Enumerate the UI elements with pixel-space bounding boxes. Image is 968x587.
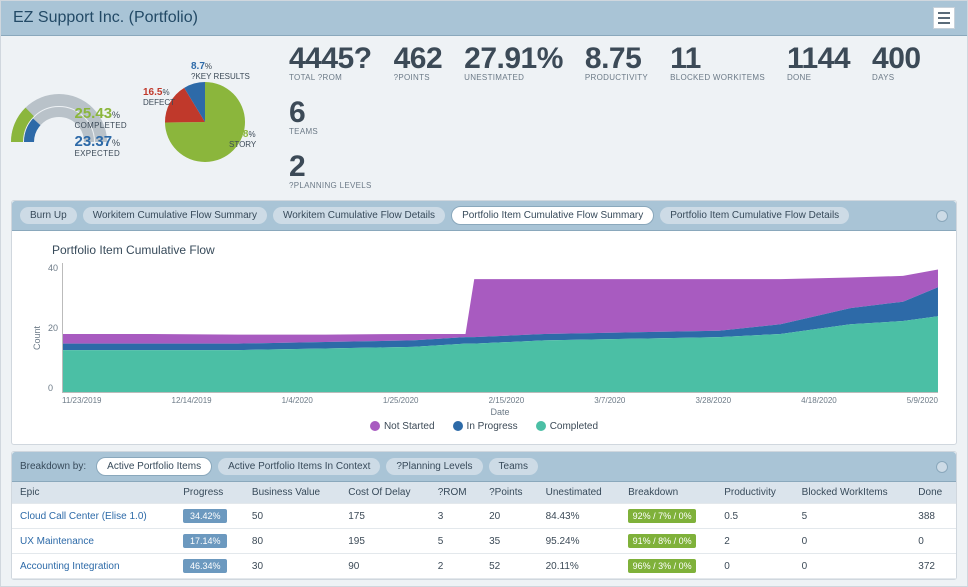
table-header[interactable]: ?ROM bbox=[430, 482, 481, 504]
kpi-unestimated: 27.91%UNESTIMATED bbox=[464, 44, 563, 82]
chart-tabbar: Burn Up Workitem Cumulative Flow Summary W… bbox=[12, 201, 956, 231]
table-tab[interactable]: Active Portfolio Items In Context bbox=[218, 458, 380, 475]
gauge-expected-label: EXPECTED bbox=[75, 150, 128, 158]
chart-xaxis: 11/23/201912/14/20191/4/20201/25/20202/1… bbox=[62, 393, 938, 405]
table-row[interactable]: Cloud Call Center (Elise 1.0)34.42%50175… bbox=[12, 504, 956, 529]
kpi-blocked-workitems: 11BLOCKED WORKITEMS bbox=[670, 44, 765, 82]
breakdown-table: EpicProgressBusiness ValueCost Of Delay?… bbox=[12, 482, 956, 579]
chart-yaxis: 40200 bbox=[44, 263, 62, 393]
kpi-done: 1144DONE bbox=[787, 44, 850, 82]
table-header[interactable]: Epic bbox=[12, 482, 175, 504]
kpi-row: 25.43% COMPLETED 23.37% EXPECTED 74.8%ST… bbox=[1, 36, 967, 194]
kpi-teams: 6TEAMS bbox=[289, 98, 318, 136]
table-header[interactable]: Blocked WorkItems bbox=[794, 482, 911, 504]
chart-tab[interactable]: Portfolio Item Cumulative Flow Details bbox=[660, 207, 849, 224]
chart-plot bbox=[62, 263, 938, 393]
chart-title: Portfolio Item Cumulative Flow bbox=[30, 239, 938, 263]
kpi-grid: 4445?TOTAL ?ROM 462?POINTS 27.91%UNESTIMAT… bbox=[289, 44, 957, 190]
table-tabbar: Breakdown by: Active Portfolio Items Acti… bbox=[12, 452, 956, 482]
pie-slice-label: 74.8%STORY bbox=[229, 130, 256, 150]
gauge-completed-label: COMPLETED bbox=[75, 122, 128, 130]
kpi--planning-levels: 2?PLANNING LEVELS bbox=[289, 152, 957, 190]
table-header[interactable]: Unestimated bbox=[538, 482, 621, 504]
kpi--points: 462?POINTS bbox=[394, 44, 443, 82]
table-tab[interactable]: ?Planning Levels bbox=[386, 458, 482, 475]
gauge-completed-pct: 25.43 bbox=[75, 105, 113, 122]
kpi-total-rom: 4445?TOTAL ?ROM bbox=[289, 44, 372, 82]
table-header[interactable]: Productivity bbox=[716, 482, 793, 504]
chart-tab[interactable]: Workitem Cumulative Flow Details bbox=[273, 207, 445, 224]
menu-icon[interactable] bbox=[933, 7, 955, 29]
header-bar: EZ Support Inc. (Portfolio) bbox=[1, 1, 967, 36]
panel-collapse-icon[interactable] bbox=[936, 461, 948, 473]
gauge-expected-pct: 23.37 bbox=[75, 133, 113, 150]
table-row[interactable]: UX Maintenance17.14%8019553595.24%91% / … bbox=[12, 529, 956, 554]
pie-slice-label: 8.7%?KEY RESULTS bbox=[191, 62, 250, 82]
worktype-pie: 74.8%STORY 16.5%DEFECT 8.7%?KEY RESULTS bbox=[145, 62, 275, 172]
table-header[interactable]: Done bbox=[910, 482, 956, 504]
table-row[interactable]: Accounting Integration46.34%309025220.11… bbox=[12, 554, 956, 579]
breakdown-label: Breakdown by: bbox=[20, 461, 90, 472]
page-title: EZ Support Inc. (Portfolio) bbox=[13, 9, 198, 27]
legend-item: In Progress bbox=[453, 421, 518, 432]
legend-item: Completed bbox=[536, 421, 598, 432]
table-header[interactable]: Cost Of Delay bbox=[340, 482, 430, 504]
legend-item: Not Started bbox=[370, 421, 435, 432]
panel-collapse-icon[interactable] bbox=[936, 210, 948, 222]
table-tab[interactable]: Active Portfolio Items bbox=[96, 457, 212, 476]
progress-gauge: 25.43% COMPLETED 23.37% EXPECTED bbox=[11, 72, 131, 162]
table-header[interactable]: Progress bbox=[175, 482, 244, 504]
chart-tab[interactable]: Portfolio Item Cumulative Flow Summary bbox=[451, 206, 654, 225]
chart-tab[interactable]: Burn Up bbox=[20, 207, 77, 224]
table-header[interactable]: Business Value bbox=[244, 482, 340, 504]
table-panel: Breakdown by: Active Portfolio Items Acti… bbox=[11, 451, 957, 580]
chart-ylabel: Count bbox=[30, 263, 44, 413]
kpi-productivity: 8.75PRODUCTIVITY bbox=[585, 44, 648, 82]
table-tab[interactable]: Teams bbox=[489, 458, 538, 475]
chart-xlabel: Date bbox=[62, 405, 938, 417]
pie-slice-label: 16.5%DEFECT bbox=[143, 88, 175, 108]
app-root: EZ Support Inc. (Portfolio) 25.43% COMPL… bbox=[0, 0, 968, 587]
chart-panel: Burn Up Workitem Cumulative Flow Summary W… bbox=[11, 200, 957, 445]
kpi-days: 400DAYS bbox=[872, 44, 921, 82]
table-header[interactable]: Breakdown bbox=[620, 482, 716, 504]
table-header[interactable]: ?Points bbox=[481, 482, 537, 504]
chart-tab[interactable]: Workitem Cumulative Flow Summary bbox=[83, 207, 267, 224]
